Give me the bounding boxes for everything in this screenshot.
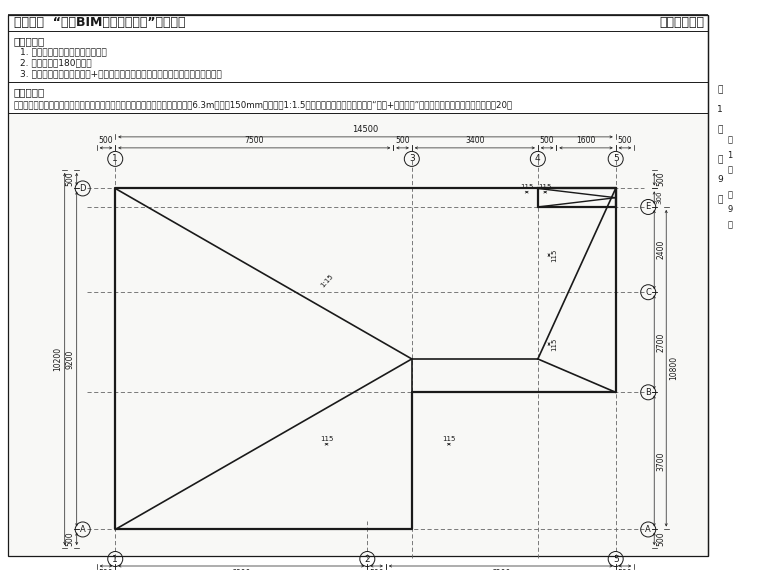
Text: 1: 1	[112, 154, 118, 164]
Text: 第十一期  “全国BIM技能等级考试”一级试题: 第十一期 “全国BIM技能等级考试”一级试题	[14, 17, 185, 30]
Text: 1: 1	[717, 105, 723, 115]
Text: 1: 1	[112, 555, 118, 564]
Text: 500: 500	[618, 136, 632, 145]
Text: 500: 500	[657, 172, 666, 186]
Text: 共: 共	[717, 156, 723, 165]
Text: 共: 共	[727, 190, 733, 200]
Text: 第: 第	[717, 86, 723, 95]
Text: 2: 2	[365, 555, 370, 564]
Text: 115: 115	[320, 435, 333, 442]
Text: 500: 500	[65, 172, 74, 186]
Text: 页: 页	[727, 165, 733, 174]
Text: 1. 考试方式：计算机操作，闭卷；: 1. 考试方式：计算机操作，闭卷；	[20, 47, 106, 56]
Text: 500: 500	[99, 568, 113, 570]
Text: 2. 考试时间为180分钟；: 2. 考试时间为180分钟；	[20, 58, 92, 67]
Text: 115: 115	[552, 249, 557, 262]
Text: 115: 115	[552, 337, 557, 351]
Text: 10200: 10200	[53, 347, 62, 371]
Text: 10800: 10800	[669, 356, 678, 380]
Text: 4: 4	[535, 154, 540, 164]
Text: 6800: 6800	[232, 568, 251, 570]
Text: 6200: 6200	[491, 568, 511, 570]
Text: B: B	[645, 388, 651, 397]
Text: 115: 115	[520, 184, 534, 190]
Text: 页: 页	[717, 196, 723, 205]
Text: 115: 115	[539, 184, 552, 190]
Text: 14500: 14500	[353, 125, 378, 135]
Bar	[538, 189, 616, 207]
Text: 1: 1	[727, 150, 733, 160]
Text: 500: 500	[369, 568, 384, 570]
Text: 1600: 1600	[576, 136, 596, 145]
Text: E: E	[645, 202, 651, 211]
Text: 1:15: 1:15	[319, 273, 334, 289]
Text: C: C	[645, 288, 651, 297]
Text: 5: 5	[613, 555, 619, 564]
Text: 3: 3	[409, 154, 415, 164]
Text: 500: 500	[540, 136, 554, 145]
Text: 一、根据下图给定数据创建轴网与屋顶，轴网显示方式参考下图，屋顶底标高为6.3m，厚度150mm，坡度为1:1.5，材质不限，请将模型文件以“屋顶+考生姓名”为文: 一、根据下图给定数据创建轴网与屋顶，轴网显示方式参考下图，屋顶底标高为6.3m，…	[14, 100, 513, 109]
Text: 9: 9	[727, 206, 733, 214]
Text: 5: 5	[613, 154, 619, 164]
Bar	[8, 113, 708, 556]
Text: A: A	[645, 525, 651, 534]
Text: 中国图学学会: 中国图学学会	[659, 17, 704, 30]
Text: 500: 500	[618, 568, 632, 570]
Text: 3. 新建文件夹（以准考证号+姓名命名），用于存放本次考试中生成的全部文件。: 3. 新建文件夹（以准考证号+姓名命名），用于存放本次考试中生成的全部文件。	[20, 69, 222, 78]
Text: D: D	[80, 184, 86, 193]
Text: 500: 500	[395, 136, 410, 145]
Text: 页: 页	[717, 125, 723, 135]
Text: 500: 500	[657, 531, 666, 546]
Text: 第: 第	[727, 136, 733, 145]
Text: 2700: 2700	[657, 332, 666, 352]
Text: 500: 500	[65, 531, 74, 546]
Text: 7500: 7500	[245, 136, 264, 145]
Text: 115: 115	[442, 435, 455, 442]
Text: 300: 300	[657, 191, 663, 205]
Text: 页: 页	[727, 221, 733, 230]
Text: 9: 9	[717, 176, 723, 185]
Text: 2400: 2400	[657, 240, 666, 259]
Text: 试题部分：: 试题部分：	[14, 87, 46, 97]
Text: 考试要求：: 考试要求：	[14, 36, 46, 46]
Text: 3700: 3700	[657, 451, 666, 471]
Text: 9200: 9200	[65, 349, 74, 369]
Text: A: A	[80, 525, 86, 534]
Text: 500: 500	[99, 136, 113, 145]
Text: 3400: 3400	[465, 136, 485, 145]
